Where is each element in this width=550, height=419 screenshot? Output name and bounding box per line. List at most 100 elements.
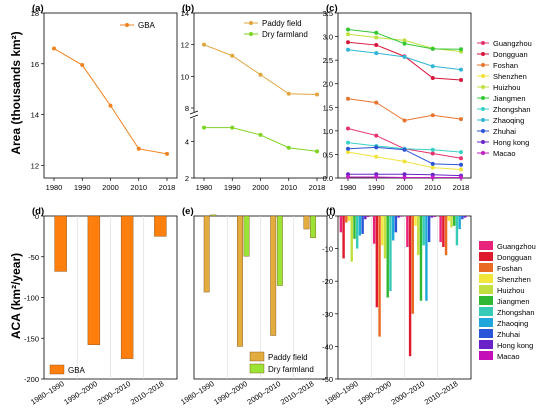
panel-b: (b) 1980 1990 2000 2010 2018 2 4 8 10 12 14 Paddy fi… — [181, 3, 328, 192]
series-point — [346, 175, 350, 180]
legend-swatch — [249, 363, 265, 374]
legend-swatch — [479, 307, 493, 316]
panel-d-ytick-label: -50 — [28, 253, 39, 262]
bar — [381, 216, 384, 246]
series-point — [374, 154, 379, 159]
bar — [270, 215, 277, 336]
series-point — [52, 46, 56, 51]
series-point — [459, 117, 463, 122]
series-point — [374, 43, 379, 48]
panel-d-ytick-label: 0 — [35, 212, 39, 221]
legend-label: Paddy field — [268, 353, 308, 362]
panel-d-ytick-label: -200 — [24, 375, 39, 384]
bar — [345, 216, 348, 223]
panel-f-ytick-label: 0 — [329, 212, 333, 221]
legend-label: Huizhou — [493, 83, 521, 92]
panel-e-xtick-label: 1980–1990 — [179, 379, 216, 407]
series-point — [202, 42, 206, 47]
panel-f-ytick-label: -40 — [322, 342, 333, 351]
legend-marker — [481, 96, 485, 100]
legend-label: Paddy field — [262, 19, 302, 28]
bar — [453, 216, 456, 226]
bar — [425, 216, 428, 301]
series-point — [374, 133, 379, 138]
legend-marker — [481, 151, 485, 155]
bar — [310, 215, 317, 238]
series-point — [402, 175, 407, 180]
series-line — [203, 44, 318, 96]
series-point — [346, 27, 350, 32]
bar — [408, 216, 412, 357]
bar — [347, 216, 351, 221]
panel-f-xtick-label: 2000–2010 — [390, 379, 427, 407]
legend-swatch — [479, 274, 493, 283]
legend-label: Hong kong — [493, 138, 529, 147]
series-point — [346, 40, 350, 45]
legend-label: Zhuhai — [497, 330, 520, 339]
panel-a-ytick-label: 16 — [31, 60, 39, 69]
panel-b-ytick-label: 8 — [185, 104, 189, 113]
bar — [342, 216, 345, 259]
panel-b-ytick-label: 14 — [181, 9, 189, 18]
bar — [378, 216, 381, 337]
panel-d-ytick-label: -100 — [24, 294, 39, 303]
bar — [427, 216, 431, 243]
axis-break-mask — [190, 112, 198, 118]
legend-marker — [481, 41, 485, 45]
panel-c-xtick-label: 1990 — [368, 183, 385, 192]
bar — [417, 216, 420, 256]
bar — [366, 216, 370, 217]
bar — [154, 215, 167, 237]
series-point — [402, 41, 407, 46]
bar — [237, 215, 243, 347]
bar — [406, 216, 409, 247]
panel-b-xtick-label: 2018 — [309, 183, 326, 192]
legend-marker — [481, 107, 485, 111]
series-point — [286, 145, 291, 150]
panel-b-ytick-label: 4 — [185, 137, 189, 146]
series-point — [374, 172, 379, 177]
bar — [461, 216, 464, 220]
bar — [411, 216, 415, 314]
series-point — [230, 125, 235, 130]
series-point — [459, 77, 463, 82]
legend-label: GBA — [138, 21, 156, 30]
legend-swatch — [479, 340, 493, 349]
series-point — [374, 100, 379, 105]
series-point — [346, 172, 350, 177]
series-point — [430, 147, 435, 152]
bar — [422, 216, 425, 246]
series-point — [108, 103, 113, 108]
legend-marker — [249, 21, 253, 25]
legend-label: Zhaoqing — [493, 116, 524, 125]
bar — [276, 215, 283, 286]
series-point — [165, 151, 169, 156]
panel-f-ytick-label: -10 — [322, 245, 333, 254]
legend-label: Zhongshan — [497, 308, 535, 317]
series-point — [430, 113, 435, 118]
panel-c-xtick-label: 1980 — [340, 183, 357, 192]
panel-b-xtick-label: 2010 — [280, 183, 297, 192]
bar — [400, 216, 403, 217]
panel-a-ytick-label: 14 — [31, 111, 39, 120]
axis-break-mark — [189, 114, 199, 119]
series-point — [430, 161, 435, 166]
legend-marker — [481, 52, 485, 56]
series-point — [459, 156, 463, 161]
series-point — [315, 149, 319, 154]
legend-label: Shenzhen — [497, 275, 531, 284]
legend-label: Macao — [493, 149, 516, 158]
series-point — [402, 38, 407, 43]
panel-c-ytick-label: 0.0 — [323, 174, 333, 183]
legend-label: Jiangmen — [497, 297, 530, 306]
series-point — [430, 165, 435, 170]
bar — [450, 216, 453, 228]
series-line — [347, 128, 462, 159]
series-point — [430, 175, 435, 180]
series-line — [347, 41, 462, 81]
series-point — [286, 91, 291, 96]
panel-c-label: (c) — [326, 3, 338, 14]
series-line — [347, 98, 462, 122]
panel-b-label: (b) — [182, 3, 194, 14]
